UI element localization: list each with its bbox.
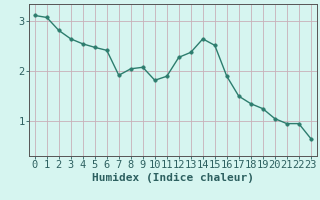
X-axis label: Humidex (Indice chaleur): Humidex (Indice chaleur) <box>92 173 254 183</box>
